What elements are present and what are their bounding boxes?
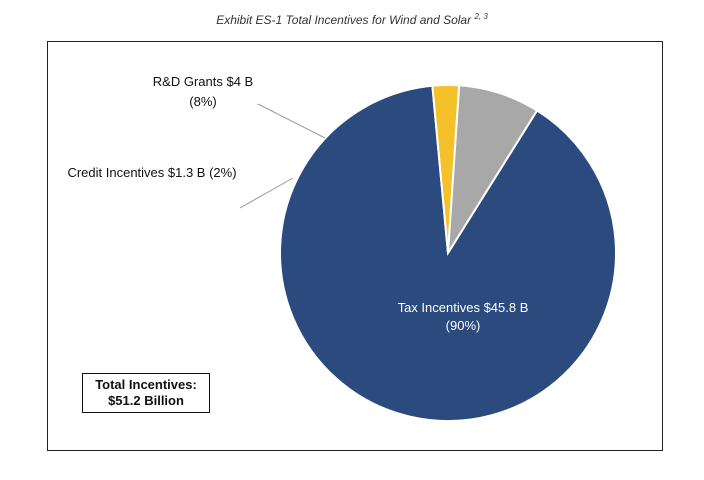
rd-grants-percent-label: (8%) — [189, 94, 216, 109]
caption-superscript: 2, 3 — [474, 12, 488, 21]
chart-frame — [47, 41, 663, 451]
tax-incentives-percent-label: (90%) — [446, 318, 481, 333]
figure-caption: Exhibit ES-1 Total Incentives for Wind a… — [0, 12, 704, 27]
total-incentives-box: Total Incentives: $51.2 Billion — [82, 373, 210, 413]
caption-text: Exhibit ES-1 Total Incentives for Wind a… — [216, 13, 472, 27]
credit-incentives-label: Credit Incentives $1.3 B (2%) — [67, 165, 236, 180]
total-label: Total Incentives: — [95, 377, 197, 392]
credit-incentives-leader-line — [239, 177, 294, 209]
slice-rd-grants — [447, 84, 539, 254]
leader-lines — [239, 103, 326, 209]
slice-tax-incentives — [279, 84, 617, 422]
total-value: $51.2 Billion — [108, 393, 184, 408]
pie-slices — [279, 84, 617, 422]
rd-grants-label: R&D Grants $4 B — [153, 74, 253, 89]
rd-grants-leader-line — [257, 103, 326, 139]
tax-incentives-label: Tax Incentives $45.8 B — [398, 300, 529, 315]
